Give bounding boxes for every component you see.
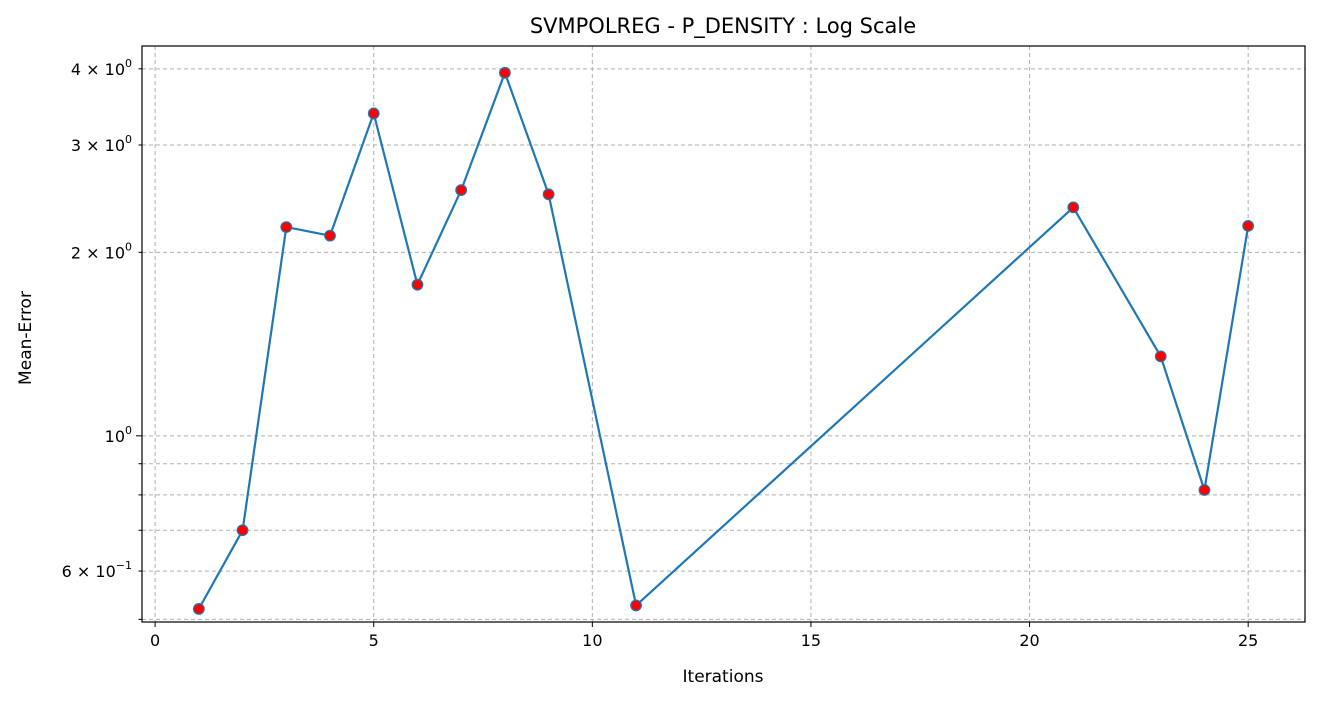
data-point [1242, 219, 1255, 232]
plot-frame [141, 45, 1306, 623]
x-axis-label: Iterations [683, 667, 764, 687]
data-point [630, 599, 642, 612]
y-axis-label: Mean-Error [16, 291, 36, 385]
data-point [1067, 201, 1080, 214]
data-point [324, 229, 336, 242]
data-point [1198, 484, 1211, 496]
data-point [498, 66, 511, 79]
x-tick-label: 5 [369, 631, 379, 650]
x-tick-label: 15 [801, 631, 821, 650]
series-group [192, 66, 1255, 615]
y-tick-label: 6 × 10−1 [62, 559, 132, 581]
y-axis: 100 4 × 100 3 × 100 2 × 100 6 × 10−1 [62, 57, 142, 620]
y-tick-label: 100 [105, 424, 132, 446]
data-point [411, 278, 424, 291]
data-point [455, 184, 468, 196]
x-axis: 0 5 10 15 20 25 [150, 622, 1258, 650]
data-point [367, 107, 380, 120]
data-point [236, 524, 249, 537]
data-point [542, 188, 555, 201]
x-tick-label: 0 [150, 631, 160, 650]
series-line [197, 71, 1250, 610]
x-tick-label: 10 [582, 631, 602, 650]
x-tick-label: 20 [1019, 631, 1039, 650]
x-tick-label: 25 [1238, 631, 1258, 650]
data-point [280, 221, 293, 233]
y-tick-label: 3 × 100 [71, 133, 132, 155]
chart-title: SVMPOLREG - P_DENSITY : Log Scale [530, 14, 916, 39]
data-point [192, 603, 205, 615]
y-tick-label: 4 × 100 [71, 57, 132, 79]
data-point [1154, 350, 1167, 363]
y-tick-label: 2 × 100 [71, 240, 132, 262]
grid [142, 46, 1305, 622]
